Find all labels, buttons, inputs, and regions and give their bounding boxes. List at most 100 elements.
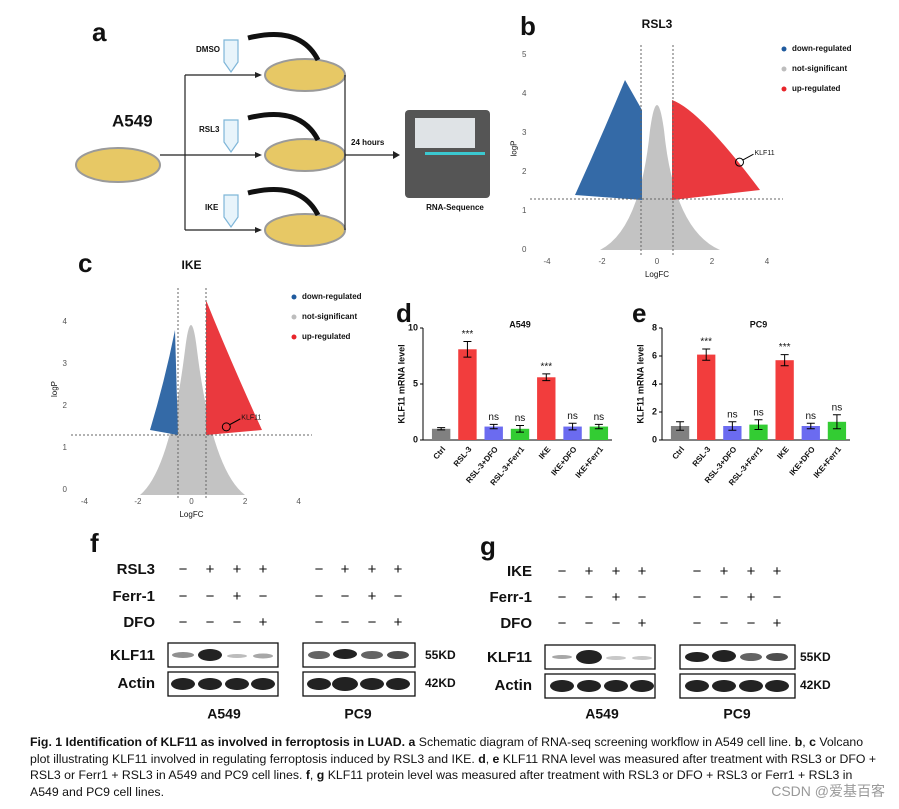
- bar: [697, 354, 716, 440]
- bar: [589, 426, 609, 440]
- sign: −: [693, 589, 702, 606]
- panel-letter: e: [632, 298, 646, 328]
- significance: ns: [753, 407, 764, 418]
- chart-title: RSL3: [642, 17, 673, 31]
- sign: +: [368, 561, 377, 578]
- sign: +: [773, 615, 782, 632]
- treatment-label: DFO: [500, 615, 532, 632]
- cell-line-label: PC9: [344, 706, 371, 722]
- y-tick-label: 0: [63, 485, 68, 494]
- legend-swatch: [291, 314, 297, 320]
- threshold: [71, 288, 312, 500]
- x-tick-label: Ctrl: [670, 445, 686, 461]
- caption-text: Schematic diagram of RNA-seq screening w…: [415, 735, 795, 749]
- error-bar: [516, 424, 524, 433]
- y-tick-label: 2: [522, 167, 527, 176]
- caption-text: b: [794, 735, 803, 749]
- blot: [302, 671, 416, 697]
- significance: ns: [567, 411, 578, 422]
- dish: [264, 138, 346, 172]
- legend-swatch: [291, 334, 297, 340]
- significance: ns: [488, 412, 499, 423]
- y-tick-label: 1: [522, 206, 527, 215]
- caption-text: KLF11 RNA level was measured after treat…: [30, 751, 877, 783]
- sign: +: [747, 563, 756, 580]
- x-tick-label: 2: [243, 497, 248, 506]
- blot: [167, 671, 279, 697]
- significance: ***: [700, 337, 712, 348]
- y-tick-label: 5: [413, 378, 418, 388]
- annotation-label: KLF11: [755, 150, 775, 157]
- annotation-point: [735, 157, 744, 167]
- y-tick-label: 10: [408, 322, 418, 332]
- protein-label: KLF11: [110, 647, 155, 664]
- x-tick-label: RSL-3: [452, 444, 474, 468]
- error-bar: [437, 427, 446, 431]
- sign: −: [558, 615, 567, 632]
- caption-text: a: [405, 735, 416, 749]
- schematic: A549 DMSO RSL3 IKE 24 hours RNA-Sequence: [75, 32, 490, 247]
- bar: [458, 349, 477, 440]
- y-tick-label: 3: [63, 359, 68, 368]
- y-tick-label: 4: [652, 378, 657, 388]
- y-tick-label: 2: [652, 406, 657, 416]
- sign: −: [638, 589, 647, 606]
- error-bar: [594, 423, 603, 430]
- legend-label: down-regulated: [302, 292, 362, 301]
- treatment-label: Ferr-1: [489, 589, 532, 606]
- error-bar: [780, 354, 789, 367]
- sign: +: [773, 563, 782, 580]
- tube: [223, 119, 239, 154]
- sign: +: [206, 561, 215, 578]
- connector: [160, 74, 260, 231]
- cloud: [672, 100, 760, 200]
- cell-line-label: A549: [207, 706, 241, 722]
- error-bar: [568, 422, 577, 431]
- sign: +: [233, 588, 242, 605]
- chart-title: PC9: [750, 319, 768, 329]
- significance: ns: [832, 402, 843, 413]
- x-tick-label: IKE+Ferr1: [574, 444, 606, 479]
- y-tick-label: 1: [63, 443, 68, 452]
- panel-letter: c: [78, 248, 92, 278]
- error-bar: [832, 414, 841, 430]
- y-tick-label: 3: [522, 128, 527, 137]
- sign: −: [341, 588, 350, 605]
- significance: ***: [779, 342, 791, 353]
- sign: −: [259, 588, 268, 605]
- caption-text: ,: [309, 768, 317, 782]
- panel-letters: a b c d e f g: [78, 11, 646, 561]
- treatment-label: IKE: [507, 563, 532, 580]
- chart-title: IKE: [181, 258, 201, 272]
- x-tick-label: IKE: [537, 444, 553, 461]
- x-axis-label: LogFC: [645, 270, 669, 279]
- sign: −: [558, 589, 567, 606]
- y-axis-label: KLF11 mRNA level: [635, 344, 645, 423]
- sign: −: [585, 589, 594, 606]
- caption-text: ,: [802, 735, 810, 749]
- chart-title: A549: [509, 319, 531, 329]
- sign: +: [612, 563, 621, 580]
- sign: +: [394, 561, 403, 578]
- x-tick-label: 4: [296, 497, 301, 506]
- bar: [749, 424, 768, 440]
- sequencer-screen: [415, 118, 475, 148]
- x-tick-label: RSL-3: [691, 444, 713, 468]
- caption-text: g: [316, 768, 325, 782]
- x-tick-label: -2: [134, 497, 142, 506]
- sign: −: [747, 615, 756, 632]
- x-tick-label: IKE+Ferr1: [812, 444, 844, 479]
- tube: [223, 39, 239, 74]
- significance: ***: [462, 329, 474, 340]
- curved-arrow: [247, 32, 321, 217]
- sign: −: [341, 614, 350, 631]
- panel-letter: b: [520, 11, 536, 41]
- sign: −: [179, 588, 188, 605]
- error-bar: [728, 421, 737, 431]
- output: RNA-Sequence: [426, 203, 484, 212]
- sign: −: [179, 614, 188, 631]
- sign: −: [720, 589, 729, 606]
- x-tick-label: Ctrl: [432, 445, 448, 461]
- caption-text: d: [478, 751, 486, 766]
